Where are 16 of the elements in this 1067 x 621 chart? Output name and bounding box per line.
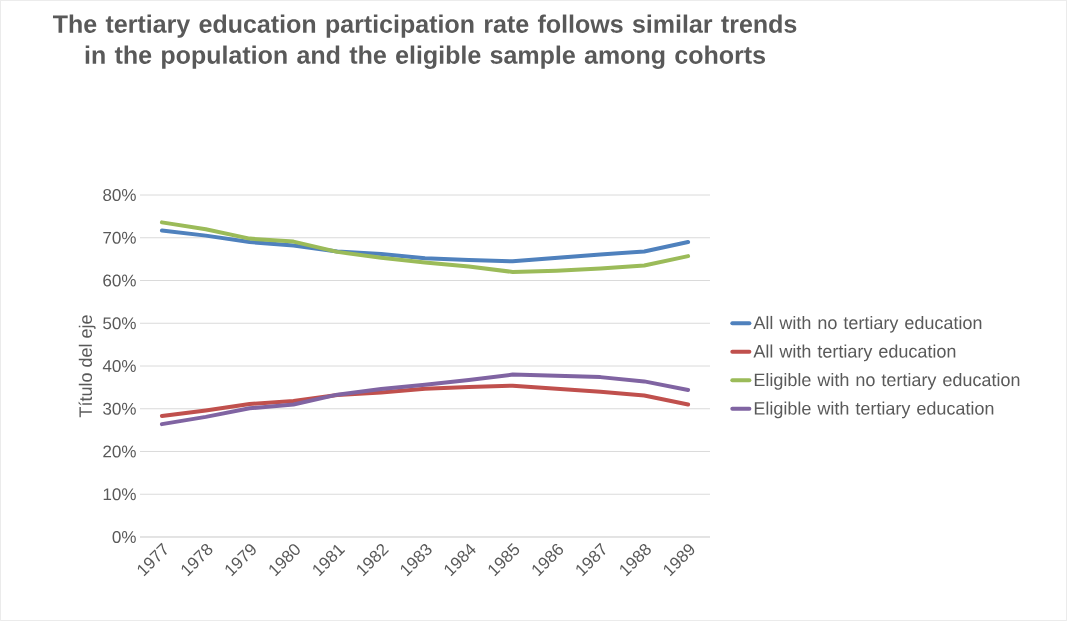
y-tick-label: 30% xyxy=(103,402,136,415)
y-tick-label: 40% xyxy=(102,359,136,373)
y-tick-label: 50% xyxy=(103,317,136,330)
y-tick-label: 60% xyxy=(103,274,136,287)
y-tick-label: 0% xyxy=(112,530,136,544)
y-tick-label: 10% xyxy=(103,488,136,501)
y-tick-label: 20% xyxy=(103,445,136,458)
line-series xyxy=(159,220,691,274)
y-tick-label: 80% xyxy=(103,188,136,202)
y-tick-label: 70% xyxy=(103,231,136,244)
y-axis-title: Título del eje xyxy=(78,315,96,418)
legend-label: Eligible with no tertiary education xyxy=(754,373,1020,390)
legend-label: All with no tertiary education xyxy=(753,315,982,333)
legend-label: All with tertiary education xyxy=(753,344,956,362)
chart-title: The tertiary education participation rate follows similar trends in the population and the eligible sample among cohorts xyxy=(52,14,797,69)
legend-label: Eligible with tertiary education xyxy=(754,401,994,419)
